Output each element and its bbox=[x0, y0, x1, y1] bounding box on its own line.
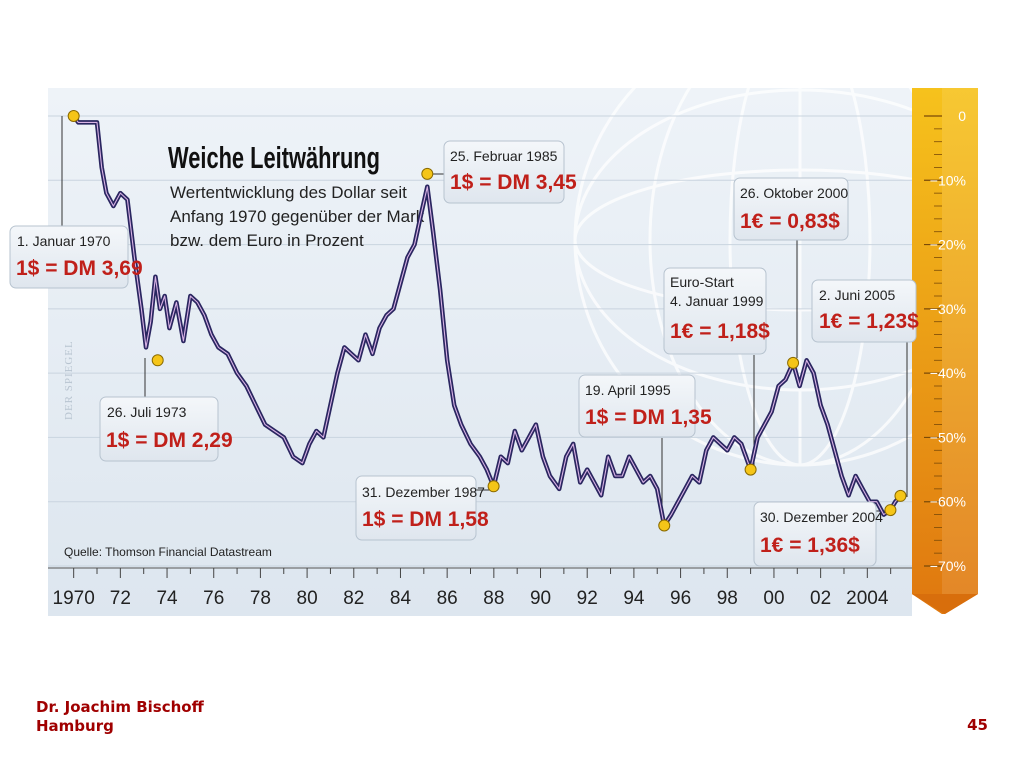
x-tick-label-11: 92 bbox=[577, 588, 598, 609]
x-tick-label-15: 00 bbox=[763, 588, 784, 609]
x-tick-label-7: 84 bbox=[390, 588, 412, 609]
callout-1999: Euro-Start 4. Januar 1999 1€ = 1,18$ bbox=[663, 267, 770, 355]
callout-1987-value: 1$ = DM 1,58 bbox=[362, 508, 489, 531]
callout-marker-2 bbox=[421, 167, 434, 180]
footer-author: Dr. Joachim Bischoff bbox=[36, 698, 204, 716]
callout-2000-date: 26. Oktober 2000 bbox=[740, 185, 848, 201]
callout-1999-line1: Euro-Start bbox=[670, 274, 734, 290]
y-tick-label-1: −10% bbox=[930, 172, 966, 188]
x-tick-label-16: 02 bbox=[810, 588, 831, 609]
x-tick-label-2: 74 bbox=[156, 588, 178, 609]
callout-1970-value: 1$ = DM 3,69 bbox=[16, 257, 143, 280]
chart-subtitle-line-2: Anfang 1970 gegenüber der Mark bbox=[170, 207, 425, 226]
x-tick-label-13: 96 bbox=[670, 588, 691, 609]
footer-city: Hamburg bbox=[36, 717, 114, 735]
x-tick-label-3: 76 bbox=[203, 588, 224, 609]
callout-1985-value: 1$ = DM 3,45 bbox=[450, 171, 577, 194]
y-tick-label-7: −70% bbox=[930, 558, 966, 574]
y-axis-arrow-down bbox=[912, 594, 978, 614]
callout-1995: 19. April 1995 1$ = DM 1,35 bbox=[578, 374, 712, 438]
x-tick-label-12: 94 bbox=[623, 588, 645, 609]
callout-1987-date: 31. Dezember 1987 bbox=[362, 484, 485, 500]
callout-1999-value: 1€ = 1,18$ bbox=[670, 320, 770, 343]
callout-2004: 30. Dezember 2004 1€ = 1,36$ bbox=[753, 501, 883, 567]
callout-1973-value: 1$ = DM 2,29 bbox=[106, 429, 233, 452]
x-tick-label-14: 98 bbox=[717, 588, 738, 609]
callout-2004-date: 30. Dezember 2004 bbox=[760, 509, 883, 525]
y-axis-label-strip bbox=[942, 88, 978, 594]
callout-1985-date: 25. Februar 1985 bbox=[450, 148, 558, 164]
callout-2000: 26. Oktober 2000 1€ = 0,83$ bbox=[733, 177, 849, 241]
callout-2000-value: 1€ = 0,83$ bbox=[740, 210, 840, 233]
callout-marker-8 bbox=[884, 504, 897, 517]
x-tick-label-8: 86 bbox=[437, 588, 458, 609]
callout-marker-4 bbox=[658, 519, 671, 532]
footer-author-block: Dr. Joachim Bischoff Hamburg bbox=[36, 698, 204, 736]
source-note: Quelle: Thomson Financial Datastream bbox=[64, 545, 272, 559]
callout-2005-value: 1€ = 1,23$ bbox=[819, 310, 919, 333]
x-tick-label-17: 2004 bbox=[846, 588, 889, 609]
callout-marker-6 bbox=[787, 356, 800, 369]
callout-1970-date: 1. Januar 1970 bbox=[17, 233, 111, 249]
callout-2005-date: 2. Juni 2005 bbox=[819, 287, 895, 303]
x-tick-label-4: 78 bbox=[250, 588, 271, 609]
watermark: DER SPIEGEL bbox=[63, 340, 75, 420]
y-tick-label-3: −30% bbox=[930, 301, 966, 317]
callout-2004-value: 1€ = 1,36$ bbox=[760, 534, 860, 557]
callout-marker-0 bbox=[67, 110, 80, 122]
y-tick-label-6: −60% bbox=[930, 494, 966, 510]
x-tick-label-6: 82 bbox=[343, 588, 364, 609]
x-tick-label-9: 88 bbox=[483, 588, 504, 609]
callout-1973: 26. Juli 1973 1$ = DM 2,29 bbox=[99, 396, 233, 462]
x-tick-label-5: 80 bbox=[297, 588, 318, 609]
y-tick-label-4: −40% bbox=[930, 365, 966, 381]
callout-marker-1 bbox=[151, 354, 164, 367]
y-axis-bar bbox=[912, 88, 942, 594]
callout-marker-7 bbox=[894, 489, 907, 502]
x-tick-label-1: 72 bbox=[110, 588, 131, 609]
callout-1973-date: 26. Juli 1973 bbox=[107, 404, 187, 420]
y-tick-label-5: −50% bbox=[930, 429, 966, 445]
chart-title: Weiche Leitwährung bbox=[168, 140, 380, 175]
callout-2005: 2. Juni 2005 1€ = 1,23$ bbox=[811, 279, 919, 343]
chart-subtitle-line-3: bzw. dem Euro in Prozent bbox=[170, 231, 364, 250]
y-tick-label-2: −20% bbox=[930, 237, 966, 253]
y-tick-label-0: 0 bbox=[958, 108, 966, 124]
callout-1970: 1. Januar 1970 1$ = DM 3,69 bbox=[9, 225, 143, 289]
callout-1995-value: 1$ = DM 1,35 bbox=[585, 406, 712, 429]
callout-marker-3 bbox=[487, 480, 500, 493]
x-tick-label-10: 90 bbox=[530, 588, 551, 609]
series-line-highlight-0 bbox=[73, 115, 901, 527]
x-tick-label-0: 1970 bbox=[53, 588, 95, 609]
callout-1987: 31. Dezember 1987 1$ = DM 1,58 bbox=[355, 475, 489, 541]
callout-1995-date: 19. April 1995 bbox=[585, 382, 671, 398]
chart-subtitle-line-1: Wertentwicklung des Dollar seit bbox=[170, 183, 407, 202]
page-number: 45 bbox=[967, 716, 988, 734]
callout-1999-line2: 4. Januar 1999 bbox=[670, 293, 764, 309]
callout-1985: 25. Februar 1985 1$ = DM 3,45 bbox=[443, 140, 577, 204]
callout-marker-5 bbox=[744, 463, 757, 476]
